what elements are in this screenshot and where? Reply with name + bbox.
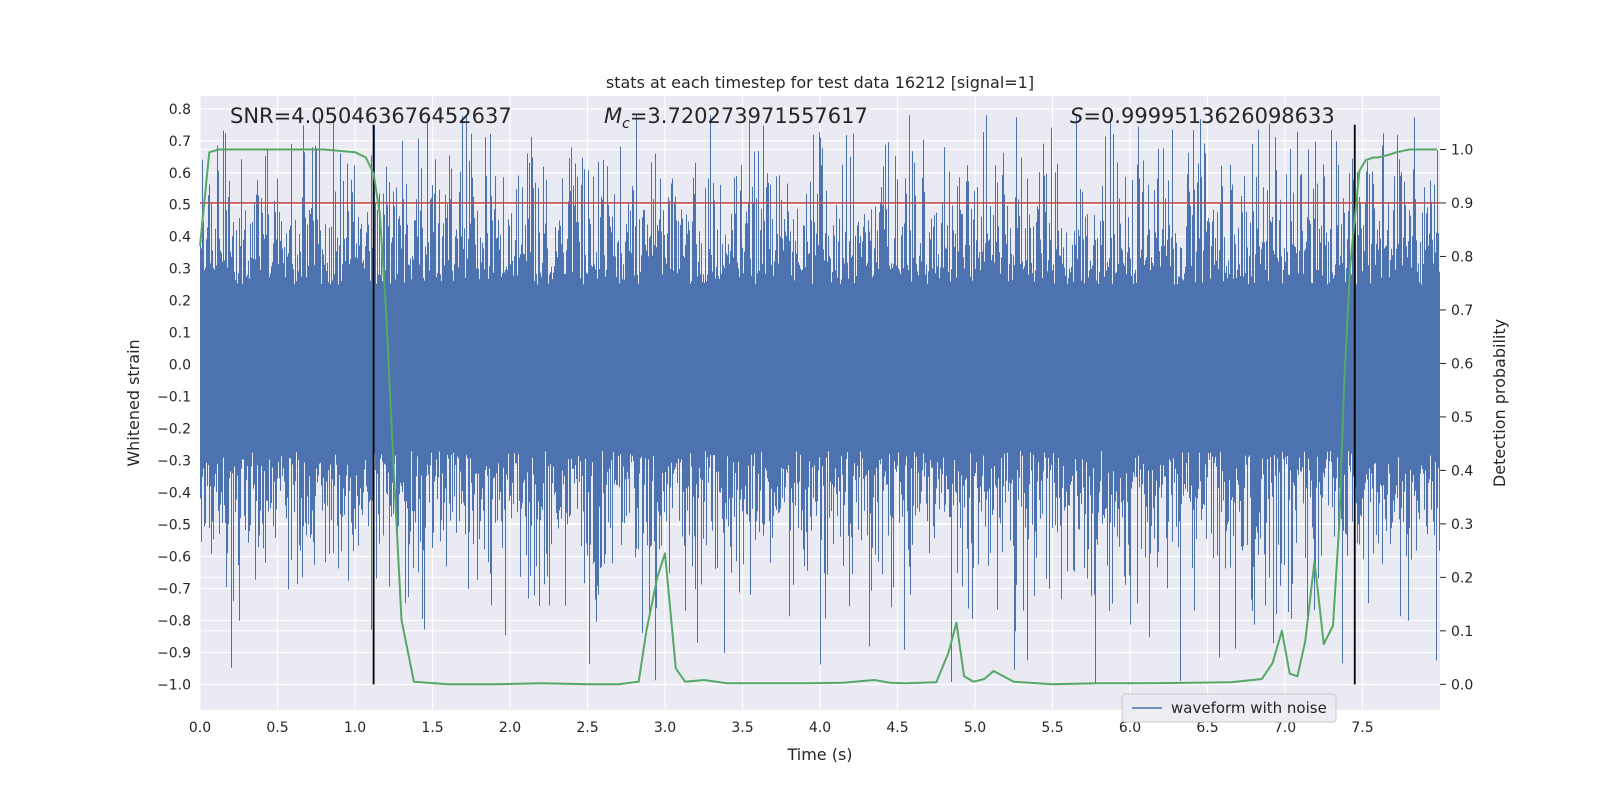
y-left-tick-label: −0.4: [157, 486, 191, 502]
y-axis-label-left: Whitened strain: [124, 339, 143, 466]
waveform-line: [200, 115, 1440, 684]
y-left-tick-label: −0.5: [157, 518, 191, 534]
y-left-tick-label: 0.5: [169, 198, 191, 214]
x-tick-labels: 0.0 0.5 1.0 1.5 2.0 2.5 3.0 3.5 4.0 4.5 5.0 5.5 6.0 6…: [189, 720, 1374, 736]
y-left-tick-label: −0.2: [157, 422, 191, 438]
y-left-tick-label: 0.4: [169, 230, 191, 246]
x-tick-label: 2.0: [499, 720, 521, 736]
y-axis-label-right: Detection probability: [1490, 319, 1509, 487]
x-tick-label: 2.5: [576, 720, 598, 736]
legend-label: waveform with noise: [1171, 699, 1327, 717]
score-symbol: S: [1070, 104, 1083, 128]
chart-title: stats at each timestep for test data 162…: [606, 73, 1034, 92]
x-tick-label: 7.0: [1274, 720, 1296, 736]
x-tick-label: 4.5: [886, 720, 908, 736]
y-left-tick-labels: 0.8 0.7 0.6 0.5 0.4 0.3 0.2 0.1 0.0 −0.1 −0.2 −0.3 −…: [157, 102, 191, 694]
y-left-tick-label: −0.6: [157, 550, 191, 566]
probability-series: [199, 148, 1437, 686]
x-tick-label: 1.5: [421, 720, 443, 736]
x-tick-label: 6.5: [1196, 720, 1218, 736]
y-left-tick-label: 0.2: [169, 294, 191, 310]
y-left-tick-label: 0.6: [169, 166, 191, 182]
probability-line: [199, 148, 1437, 686]
y-right-tick-label: 0.4: [1451, 463, 1473, 479]
waveform-series: [200, 115, 1440, 684]
x-tick-label: 3.0: [654, 720, 676, 736]
score-annotation: S=0.9999513626098633: [1070, 104, 1335, 128]
legend-box: [1121, 693, 1337, 723]
x-tick-label: 4.0: [809, 720, 831, 736]
y-right-tick-labels: 1.0 0.9 0.8 0.7 0.6 0.5 0.4 0.3 0.2 0.1 0.0: [1440, 142, 1473, 693]
legend: waveform with noise: [1121, 693, 1337, 723]
y-left-tick-label: −0.7: [157, 581, 191, 597]
y-right-tick-label: 0.6: [1451, 356, 1473, 372]
x-tick-label: 3.5: [731, 720, 753, 736]
y-right-tick-label: 0.5: [1451, 410, 1473, 426]
y-right-tick-label: 0.8: [1451, 249, 1473, 265]
x-tick-label: 5.5: [1041, 720, 1063, 736]
y-right-tick-label: 0.3: [1451, 517, 1473, 533]
y-left-tick-label: −1.0: [157, 677, 191, 693]
y-left-tick-label: −0.8: [157, 613, 191, 629]
y-right-tick-label: 0.7: [1451, 303, 1473, 319]
chirp-mass-value: =3.720273971557617: [630, 104, 868, 128]
y-right-tick-label: 0.1: [1451, 624, 1473, 640]
x-tick-label: 0.5: [266, 720, 288, 736]
y-left-tick-label: 0.8: [169, 102, 191, 118]
y-left-tick-label: 0.0: [169, 358, 191, 374]
score-value: =0.9999513626098633: [1083, 104, 1334, 128]
x-tick-label: 1.0: [344, 720, 366, 736]
x-tick-label: 5.0: [964, 720, 986, 736]
x-tick-label: 7.5: [1351, 720, 1373, 736]
y-left-tick-label: −0.1: [157, 390, 191, 406]
y-right-tick-label: 0.9: [1451, 196, 1473, 212]
snr-annotation: SNR=4.050463676452637: [230, 104, 512, 128]
y-left-tick-label: −0.9: [157, 645, 191, 661]
x-tick-label: 0.0: [189, 720, 211, 736]
y-right-tick-label: 0.0: [1451, 677, 1473, 693]
y-left-tick-label: 0.3: [169, 262, 191, 278]
chirp-mass-subscript: c: [622, 116, 630, 132]
x-axis-label: Time (s): [786, 745, 852, 764]
y-right-tick-label: 0.2: [1451, 570, 1473, 586]
chirp-mass-symbol: M: [604, 104, 622, 128]
chirp-mass-annotation: Mc=3.720273971557617: [604, 104, 868, 132]
x-tick-label: 6.0: [1119, 720, 1141, 736]
y-left-tick-label: 0.1: [169, 326, 191, 342]
y-left-tick-label: 0.7: [169, 134, 191, 150]
y-right-tick-label: 1.0: [1451, 142, 1473, 158]
y-left-tick-label: −0.3: [157, 454, 191, 470]
